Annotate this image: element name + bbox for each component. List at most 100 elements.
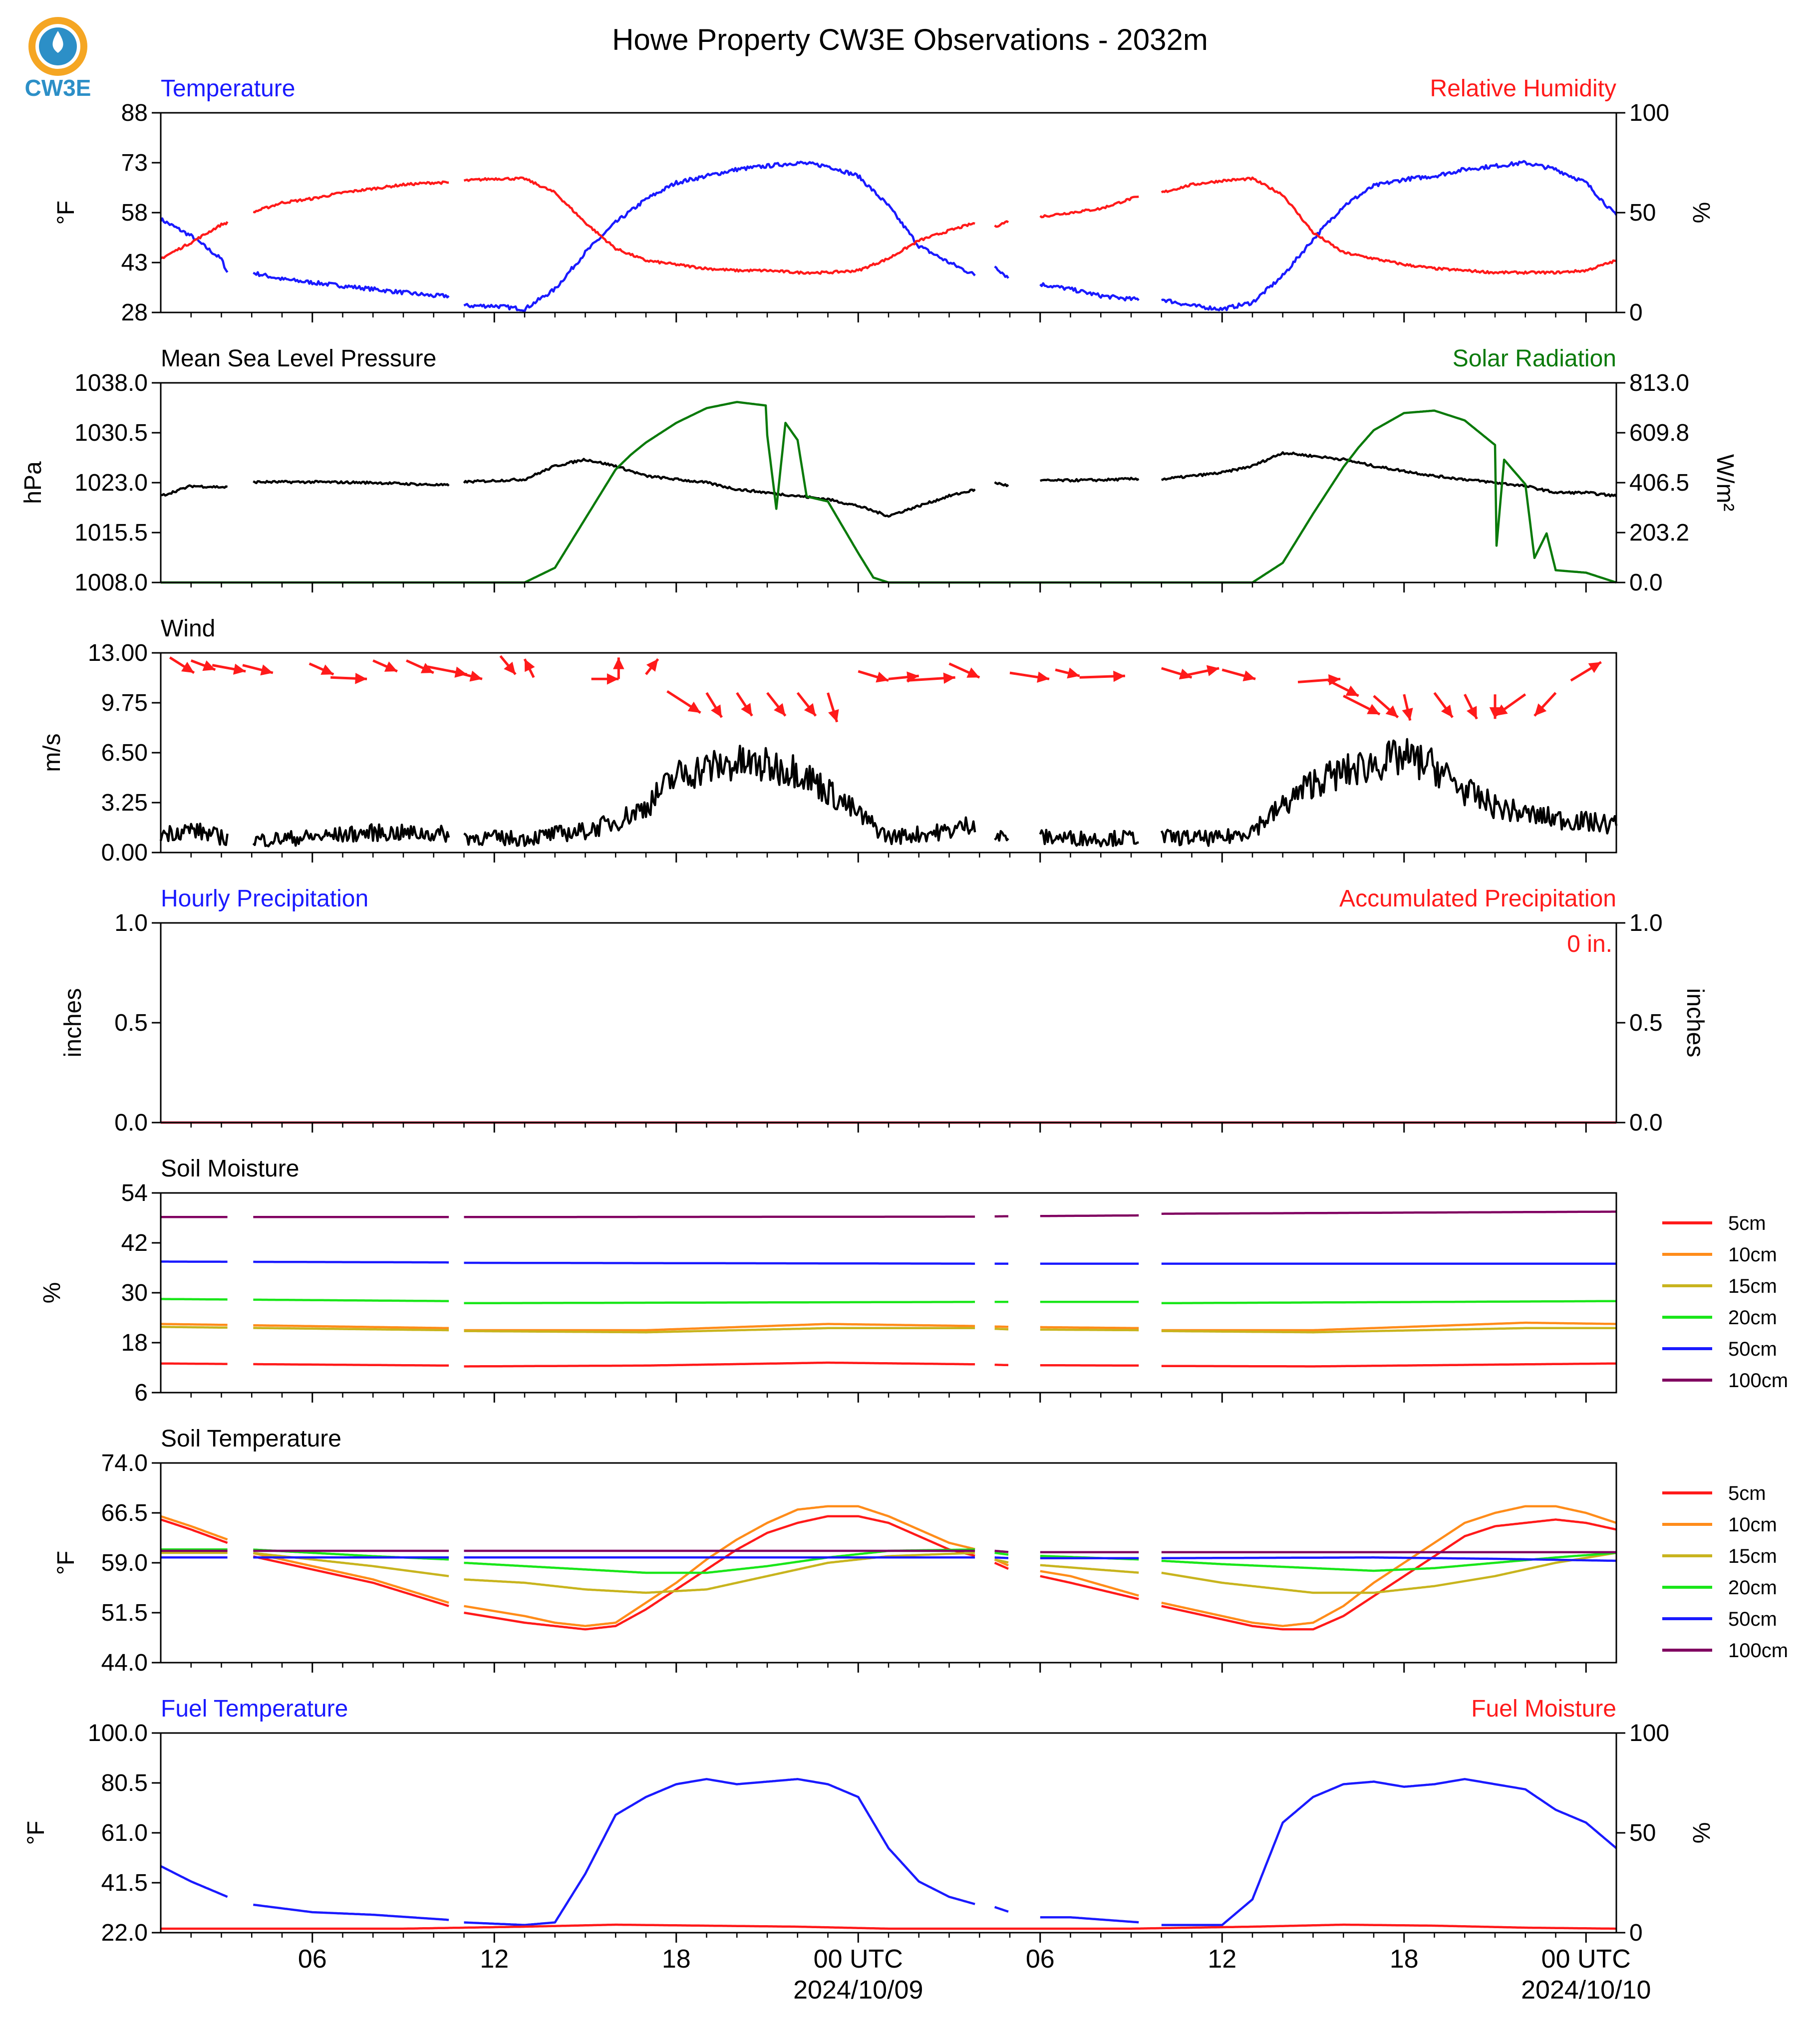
- y-tick-label: 9.75: [101, 690, 148, 716]
- wind-arrow: [1221, 668, 1256, 681]
- wind-arrow: [242, 664, 274, 676]
- wind-arrow: [523, 658, 535, 678]
- wind-arrow: [858, 670, 889, 683]
- y-tick-label: 61.0: [101, 1820, 148, 1846]
- wind-arrow-head: [711, 704, 722, 718]
- series-line-2: [161, 401, 1617, 584]
- wind-arrow: [766, 692, 787, 717]
- wind-arrow: [796, 692, 817, 717]
- wind-arrow: [451, 670, 483, 682]
- y-tick-label: 22.0: [101, 1920, 148, 1946]
- y-tick-label: 0.5: [114, 1010, 148, 1036]
- wind-arrow-head: [741, 703, 752, 716]
- wind-arrow-head: [943, 672, 955, 684]
- wind-arrow-head: [1467, 706, 1477, 719]
- panel-left-title: Fuel Temperature: [161, 1696, 348, 1722]
- panel-2: Mean Sea Level Pressure Solar Radiation 10…: [20, 345, 1738, 596]
- wind-arrow-head: [1402, 708, 1413, 721]
- y-axis-label: inches: [60, 988, 86, 1058]
- y2-tick-label: 0.0: [1629, 570, 1663, 596]
- y2-tick-label: 813.0: [1629, 370, 1689, 396]
- wind-arrow-head: [646, 659, 658, 672]
- x-date-label: 2024/10/09: [793, 1976, 923, 2005]
- wind-arrow-head: [260, 664, 273, 676]
- y-tick-label: 41.5: [101, 1870, 148, 1896]
- legend-label: 5cm: [1728, 1212, 1766, 1234]
- y-axis-label: °F: [53, 201, 79, 225]
- y-tick-label: 1015.5: [74, 520, 148, 546]
- wind-arrow-head: [1179, 668, 1192, 680]
- wind-arrow-head: [233, 663, 246, 675]
- legend-label: 100cm: [1728, 1640, 1788, 1662]
- y-tick-label: 73: [121, 150, 148, 176]
- y-tick-label: 28: [121, 299, 148, 326]
- series-line-1: [160, 451, 1617, 518]
- series-line-4: [161, 1298, 1616, 1305]
- series-line-5: [161, 1556, 1617, 1562]
- wind-arrow-head: [181, 661, 194, 673]
- y-tick-label: 74.0: [101, 1450, 148, 1476]
- y2-tick-label: 100: [1629, 1720, 1669, 1746]
- wind-arrow-head: [1489, 707, 1501, 719]
- logo-ring: [28, 17, 87, 76]
- series-line-2: [161, 1321, 1616, 1332]
- wind-arrow-head: [1067, 667, 1080, 679]
- y-axis-label: m/s: [39, 733, 65, 772]
- y-tick-label: 3.25: [101, 790, 148, 816]
- wind-arrow: [1373, 695, 1399, 719]
- series-line-3: [161, 1551, 1617, 1594]
- x-tick-label: 18: [1390, 1945, 1419, 1974]
- wind-arrow-head: [355, 673, 367, 684]
- wind-arrow: [705, 692, 723, 718]
- wind-arrow-head: [876, 671, 889, 683]
- accumulated-total-label: 0 in.: [1567, 931, 1612, 957]
- y-tick-label: 88: [121, 100, 148, 126]
- plot-frame: [160, 1732, 1617, 1934]
- y2-axis-label: W/m²: [1712, 454, 1738, 512]
- wind-arrow: [406, 659, 434, 674]
- y-tick-label: 42: [121, 1230, 148, 1256]
- y-axis-label: hPa: [20, 461, 46, 504]
- wind-arrow-head: [607, 673, 619, 685]
- wind-arrow-head: [469, 670, 482, 682]
- y-tick-label: 6: [134, 1380, 148, 1406]
- wind-arrow: [212, 663, 246, 675]
- y2-tick-label: 50: [1629, 1820, 1656, 1846]
- series-line-6: [161, 1210, 1616, 1218]
- series-line-1: [160, 160, 1617, 312]
- wind-arrow: [1079, 670, 1125, 682]
- wind-arrow: [591, 673, 619, 685]
- y-tick-label: 30: [121, 1280, 148, 1306]
- y2-tick-label: 609.8: [1629, 420, 1689, 446]
- wind-arrow: [1533, 692, 1557, 717]
- wind-arrow-head: [384, 661, 397, 672]
- y-tick-label: 54: [121, 1180, 148, 1206]
- logo-text: CW3E: [25, 75, 91, 101]
- panel-left-title: Wind: [161, 615, 215, 642]
- y-tick-label: 51.5: [101, 1600, 148, 1626]
- panel-left-title: Soil Temperature: [161, 1426, 341, 1452]
- legend-label: 15cm: [1728, 1545, 1777, 1567]
- wind-arrow: [499, 655, 517, 675]
- series-line-1: [161, 1361, 1616, 1368]
- y-tick-label: 59.0: [101, 1550, 148, 1576]
- legend-label: 5cm: [1728, 1482, 1766, 1504]
- wind-arrow-head: [1385, 705, 1398, 718]
- wind-arrow: [1494, 693, 1526, 717]
- wind-arrow: [169, 656, 195, 674]
- droplet-icon: [52, 31, 63, 53]
- wind-arrow-head: [828, 709, 839, 722]
- wind-arrow-head: [504, 661, 516, 675]
- wind-arrow: [1182, 665, 1219, 677]
- y2-axis-label: inches: [1682, 988, 1708, 1058]
- wind-arrow-head: [1367, 704, 1380, 715]
- wind-arrow-head: [804, 703, 816, 716]
- series-line-3: [160, 1326, 1616, 1334]
- y-axis-label: °F: [23, 1821, 49, 1845]
- x-tick-label: 06: [298, 1945, 327, 1974]
- y2-axis-label: %: [1688, 1822, 1714, 1844]
- wind-arrow: [1055, 667, 1080, 679]
- wind-arrow-head: [420, 663, 434, 673]
- wind-arrow: [736, 692, 753, 717]
- wind-arrow: [645, 658, 659, 675]
